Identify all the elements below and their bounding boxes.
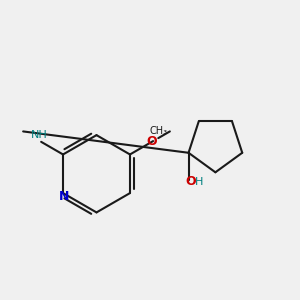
Text: O: O <box>186 176 196 188</box>
Text: O: O <box>146 135 157 148</box>
Text: NH: NH <box>30 130 47 140</box>
Text: N: N <box>59 190 70 203</box>
Text: H: H <box>195 177 203 187</box>
Text: CH₃: CH₃ <box>149 126 167 136</box>
